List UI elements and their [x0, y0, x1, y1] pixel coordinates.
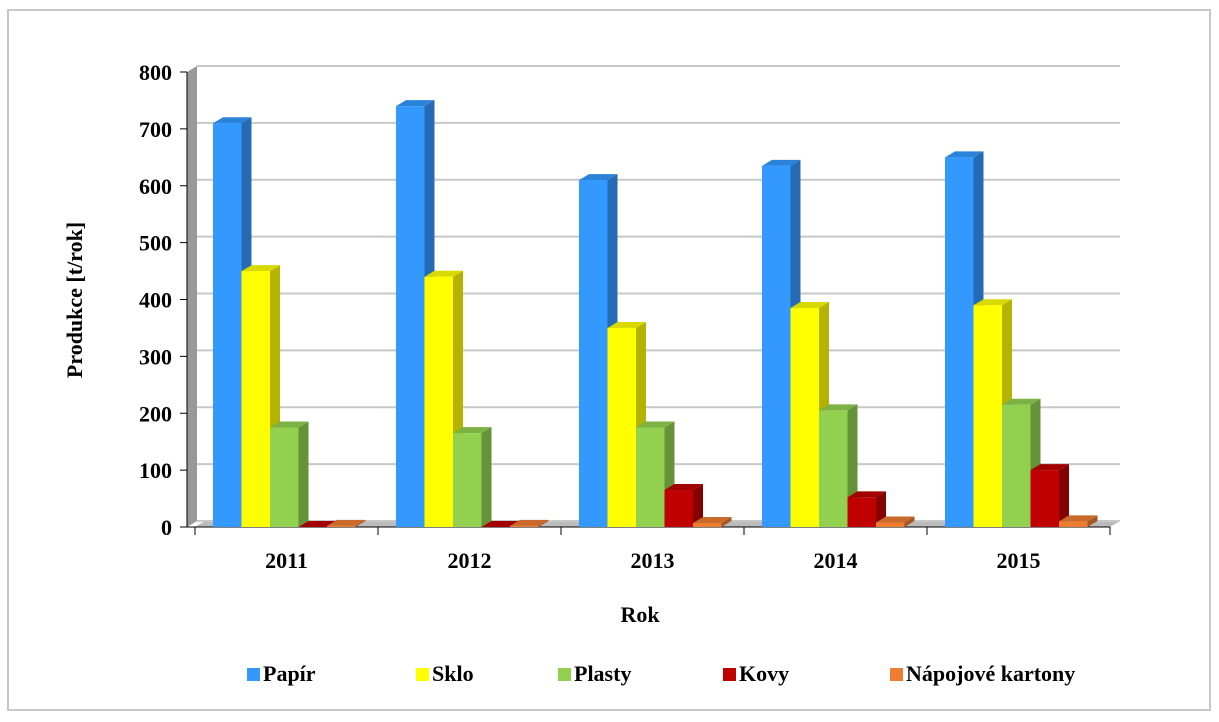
bar-top — [876, 516, 915, 523]
bar — [510, 525, 539, 527]
bar-side — [1087, 515, 1098, 527]
bar-top — [1059, 515, 1098, 522]
legend-swatch — [558, 668, 571, 681]
bar — [327, 525, 356, 527]
bar-top — [945, 151, 984, 158]
bar — [241, 271, 270, 527]
legend-swatch — [890, 668, 903, 681]
bar — [973, 305, 1002, 527]
bar-side — [1059, 464, 1069, 527]
bar-top — [298, 521, 337, 527]
legend-label: Kovy — [739, 661, 789, 686]
side-wall — [187, 66, 197, 527]
legend-swatch — [247, 668, 260, 681]
bar — [1059, 521, 1088, 527]
y-tick-label: 300 — [139, 344, 172, 369]
bar — [945, 157, 974, 527]
bar-side — [693, 484, 703, 527]
bar — [762, 165, 791, 527]
bar — [847, 497, 876, 527]
legend-swatch — [416, 668, 429, 681]
bar-top — [424, 270, 463, 277]
bar-top — [664, 484, 703, 491]
bar-top — [819, 404, 858, 411]
bar — [790, 308, 819, 527]
bar — [607, 327, 636, 527]
y-tick-label: 400 — [139, 288, 172, 313]
bar-top — [481, 521, 520, 527]
bar-side — [538, 519, 549, 527]
y-tick-label: 600 — [139, 174, 172, 199]
bar — [1002, 404, 1031, 527]
y-tick-label: 700 — [139, 117, 172, 142]
bar-top — [510, 519, 549, 526]
y-axis-title: Produkce [t/rok] — [62, 222, 87, 378]
bar-top — [607, 321, 646, 328]
bar — [424, 276, 453, 527]
x-tick-label: 2011 — [265, 548, 308, 573]
bar-top — [973, 299, 1012, 306]
legend-label: Nápojové kartony — [906, 661, 1075, 686]
bar — [1030, 470, 1059, 527]
bar-top — [453, 427, 492, 434]
bar — [579, 180, 608, 527]
bar — [453, 433, 482, 527]
y-tick-label: 200 — [139, 401, 172, 426]
bar — [664, 490, 693, 527]
y-tick-label: 800 — [139, 60, 172, 85]
x-tick-label: 2012 — [448, 548, 492, 573]
bar-top — [241, 265, 280, 272]
y-tick-label: 100 — [139, 458, 172, 483]
bar — [876, 522, 905, 527]
x-tick-label: 2015 — [997, 548, 1041, 573]
bar-top — [327, 519, 366, 526]
bar-top — [762, 159, 801, 166]
bar-top — [213, 117, 252, 124]
bar-side — [298, 421, 309, 527]
bar-top — [636, 421, 675, 428]
bar-side — [481, 427, 492, 527]
legend-label: Plasty — [574, 661, 631, 686]
bar — [396, 106, 425, 527]
bar — [636, 427, 665, 527]
x-tick-label: 2014 — [814, 548, 858, 573]
bar-top — [270, 421, 309, 428]
bar-top — [579, 174, 618, 181]
bar-side — [721, 517, 732, 527]
x-tick-label: 2013 — [631, 548, 675, 573]
bar-top — [1002, 398, 1041, 405]
legend-label: Sklo — [432, 661, 474, 686]
bar — [693, 523, 722, 527]
bar — [819, 410, 848, 527]
bar-top — [1030, 464, 1069, 471]
legend-label: Papír — [263, 661, 316, 686]
bar-side — [904, 516, 915, 527]
bar-top — [396, 100, 435, 107]
bar-side — [355, 519, 366, 527]
bar — [213, 123, 242, 527]
bar-top — [693, 517, 732, 524]
bar-top — [847, 491, 886, 498]
y-tick-label: 500 — [139, 231, 172, 256]
y-tick-label: 0 — [161, 515, 172, 540]
legend-swatch — [723, 668, 736, 681]
bar — [270, 427, 299, 527]
bar-top — [790, 302, 829, 309]
x-axis-title: Rok — [620, 602, 660, 627]
